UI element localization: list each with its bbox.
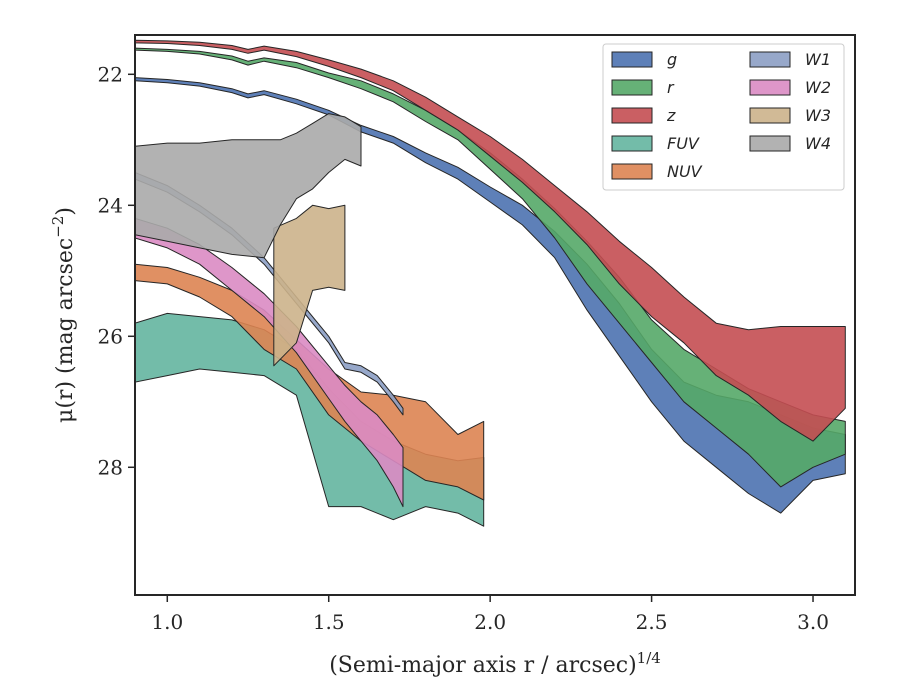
legend-swatch-w4 (749, 135, 791, 152)
legend-label-r: r (667, 78, 675, 97)
legend-swatch-w1 (749, 51, 791, 68)
series-band-w2 (135, 217, 404, 508)
legend-label-g: g (667, 50, 677, 69)
legend-swatch-z (611, 107, 653, 124)
y-axis: 22 24 26 28 (98, 62, 135, 479)
x-tick-label: 3.0 (797, 610, 829, 634)
series-layer (135, 39, 846, 527)
legend-label-z: z (666, 106, 676, 125)
series-band-w3 (273, 204, 346, 367)
legend-swatch-r (611, 79, 653, 96)
y-tick-label: 22 (98, 62, 123, 86)
legend-swatch-fuv (611, 135, 653, 152)
x-tick-label: 1.0 (151, 610, 183, 634)
plot-frame (134, 34, 856, 596)
series-band-r (135, 47, 846, 488)
legend-swatch-w2 (749, 79, 791, 96)
series-band-z (135, 39, 846, 442)
y-tick-label: 28 (98, 455, 123, 479)
legend-label-nuv: NUV (667, 162, 703, 181)
x-tick-label: 2.0 (474, 610, 506, 634)
y-axis-title: μ(r) (mag arcsec−2) (49, 207, 78, 423)
legend-label-w3: W3 (805, 106, 831, 125)
x-axis: 1.0 1.5 2.0 2.5 3.0 (151, 595, 829, 634)
legend-swatch-nuv (611, 163, 653, 180)
y-tick-label: 24 (98, 193, 123, 217)
legend-label-fuv: FUV (667, 134, 700, 153)
legend-swatch-g (611, 51, 653, 68)
legend: grz FUV NUV W1 W2 W3 W4 (602, 43, 845, 191)
x-tick-label: 1.5 (313, 610, 345, 634)
legend-label-w2: W2 (805, 78, 831, 97)
legend-label-w1: W1 (805, 50, 831, 69)
y-tick-label: 26 (98, 324, 123, 348)
legend-swatch-w3 (749, 107, 791, 124)
series-band-w4 (135, 113, 362, 259)
x-axis-title: (Semi-major axis r / arcsec)1/4 (329, 649, 661, 678)
legend-label-w4: W4 (805, 134, 831, 153)
x-tick-label: 2.5 (636, 610, 668, 634)
